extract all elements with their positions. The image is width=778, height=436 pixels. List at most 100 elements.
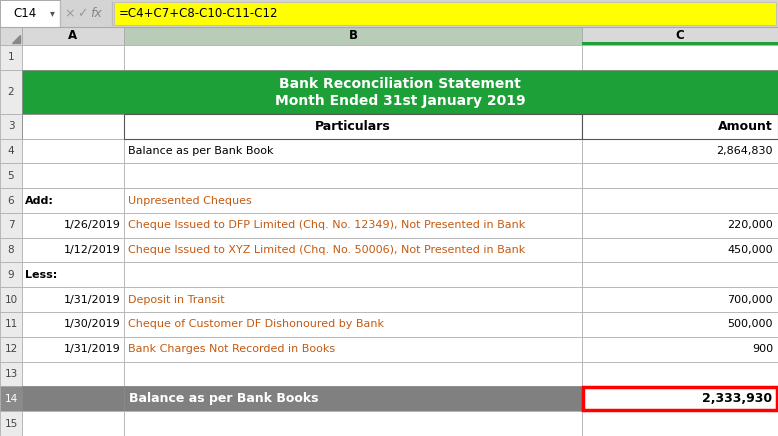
Bar	[22, 411, 124, 436]
Text: B: B	[349, 30, 358, 42]
Bar	[22, 27, 124, 45]
Bar	[0, 361, 22, 386]
Bar	[582, 411, 778, 436]
Bar	[124, 188, 582, 213]
Text: 5: 5	[8, 171, 14, 181]
Bar	[0, 114, 22, 139]
Bar	[0, 70, 22, 114]
Text: 3: 3	[8, 121, 14, 131]
Bar	[124, 312, 582, 337]
Bar	[0, 27, 22, 45]
Text: 14: 14	[5, 394, 18, 404]
Bar	[22, 262, 124, 287]
Text: 900: 900	[752, 344, 773, 354]
Bar	[582, 213, 778, 238]
Text: Less:: Less:	[25, 270, 58, 280]
Text: 1/30/2019: 1/30/2019	[65, 320, 121, 330]
Bar	[583, 388, 777, 410]
Bar	[582, 164, 778, 188]
Text: Deposit in Transit: Deposit in Transit	[128, 295, 225, 305]
Text: 8: 8	[8, 245, 14, 255]
Text: Balance as per Bank Books: Balance as per Bank Books	[129, 392, 318, 405]
Bar	[582, 42, 778, 45]
Text: 9: 9	[8, 270, 14, 280]
Bar	[22, 361, 124, 386]
Text: ×: ×	[65, 7, 75, 20]
Bar	[0, 45, 22, 70]
Bar	[582, 27, 778, 45]
Polygon shape	[12, 35, 20, 43]
Text: Month Ended 31st January 2019: Month Ended 31st January 2019	[275, 94, 525, 108]
Bar	[22, 188, 124, 213]
Text: 12: 12	[5, 344, 18, 354]
Bar	[124, 114, 582, 139]
Text: Bank Charges Not Recorded in Books: Bank Charges Not Recorded in Books	[128, 344, 335, 354]
Bar	[124, 287, 582, 312]
Text: =C4+C7+C8-C10-C11-C12: =C4+C7+C8-C10-C11-C12	[119, 7, 279, 20]
Text: 220,000: 220,000	[727, 220, 773, 230]
Bar	[0, 188, 22, 213]
Bar	[582, 287, 778, 312]
Bar	[124, 45, 582, 70]
Text: fx: fx	[90, 7, 102, 20]
Bar	[22, 312, 124, 337]
Bar	[0, 238, 22, 262]
Text: 1: 1	[8, 52, 14, 62]
Bar	[22, 70, 778, 114]
Bar	[0, 411, 22, 436]
Bar	[124, 386, 582, 411]
Text: Cheque of Customer DF Dishonoured by Bank: Cheque of Customer DF Dishonoured by Ban…	[128, 320, 384, 330]
Text: Cheque Issued to XYZ Limited (Chq. No. 50006), Not Presented in Bank: Cheque Issued to XYZ Limited (Chq. No. 5…	[128, 245, 525, 255]
Text: ✓: ✓	[77, 7, 87, 20]
Text: Add:: Add:	[25, 195, 54, 205]
Text: 500,000: 500,000	[727, 320, 773, 330]
Bar	[0, 213, 22, 238]
Text: Unpresented Cheques: Unpresented Cheques	[128, 195, 252, 205]
Text: C14: C14	[13, 7, 37, 20]
Bar	[0, 312, 22, 337]
Bar	[0, 0, 60, 27]
Bar	[22, 164, 124, 188]
Bar	[0, 287, 22, 312]
Bar	[124, 411, 582, 436]
Text: 4: 4	[8, 146, 14, 156]
Bar	[124, 361, 582, 386]
Text: ▾: ▾	[50, 8, 54, 18]
Text: 2,333,930: 2,333,930	[702, 392, 772, 405]
Text: 2,864,830: 2,864,830	[717, 146, 773, 156]
Bar	[124, 337, 582, 361]
Text: C: C	[675, 30, 685, 42]
Bar	[124, 238, 582, 262]
Bar	[114, 2, 776, 25]
Bar	[582, 139, 778, 164]
Text: 1/31/2019: 1/31/2019	[65, 295, 121, 305]
Bar	[0, 386, 22, 411]
Text: A: A	[68, 30, 78, 42]
Bar	[0, 262, 22, 287]
Bar	[124, 262, 582, 287]
Text: Bank Reconciliation Statement: Bank Reconciliation Statement	[279, 77, 521, 91]
Bar	[124, 27, 582, 45]
Bar	[0, 0, 778, 27]
Bar	[582, 312, 778, 337]
Text: 15: 15	[5, 419, 18, 429]
Text: 700,000: 700,000	[727, 295, 773, 305]
Bar	[582, 361, 778, 386]
Bar	[124, 213, 582, 238]
Bar	[582, 262, 778, 287]
Text: 1/12/2019: 1/12/2019	[64, 245, 121, 255]
Bar	[582, 337, 778, 361]
Text: 11: 11	[5, 320, 18, 330]
Bar	[124, 164, 582, 188]
Text: Particulars: Particulars	[315, 119, 391, 133]
Bar	[22, 238, 124, 262]
Text: 1/31/2019: 1/31/2019	[65, 344, 121, 354]
Bar	[0, 164, 22, 188]
Bar	[582, 114, 778, 139]
Text: 1/26/2019: 1/26/2019	[64, 220, 121, 230]
Bar	[582, 45, 778, 70]
Bar	[22, 337, 124, 361]
Bar	[22, 213, 124, 238]
Bar	[22, 114, 124, 139]
Bar	[124, 114, 582, 139]
